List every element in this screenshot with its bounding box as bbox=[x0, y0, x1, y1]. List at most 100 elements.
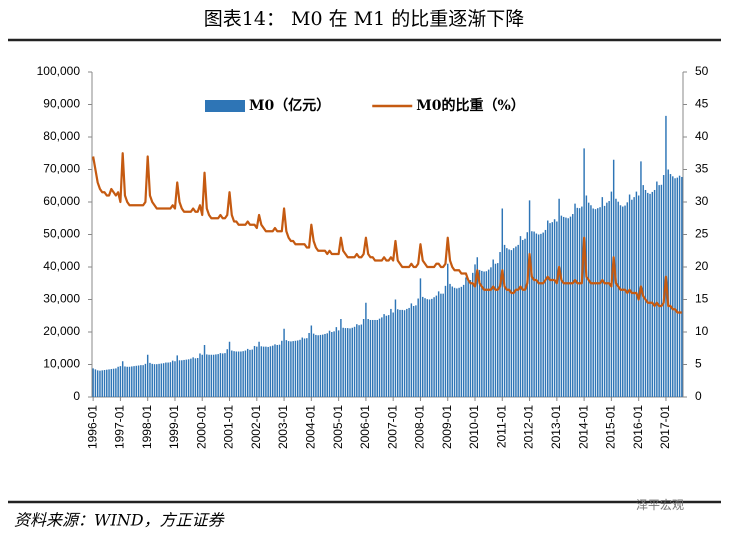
bar bbox=[215, 354, 217, 397]
bar bbox=[365, 302, 367, 397]
bar bbox=[426, 299, 429, 397]
bar bbox=[594, 209, 597, 397]
bar bbox=[212, 354, 215, 397]
bar bbox=[224, 353, 226, 397]
bar bbox=[622, 206, 624, 397]
y2-tick-label: 20 bbox=[695, 259, 709, 273]
bar bbox=[335, 327, 338, 397]
bar bbox=[590, 205, 592, 397]
bar bbox=[499, 252, 501, 397]
bar bbox=[226, 349, 228, 397]
bar bbox=[583, 148, 585, 397]
bar bbox=[556, 221, 558, 397]
bar bbox=[497, 263, 499, 397]
bar bbox=[674, 178, 676, 397]
x-tick-label: 2016-01 bbox=[631, 405, 645, 449]
bar bbox=[437, 291, 440, 397]
bar bbox=[547, 220, 549, 397]
source-note: 资料来源：WIND，方正证券 bbox=[14, 511, 226, 530]
bar bbox=[106, 369, 108, 397]
bar bbox=[192, 357, 194, 397]
bar bbox=[444, 285, 447, 397]
bar bbox=[601, 197, 604, 397]
bar bbox=[410, 303, 413, 397]
bar bbox=[481, 270, 483, 397]
bar bbox=[369, 319, 372, 397]
x-tick-label: 2014-01 bbox=[576, 405, 590, 449]
bar bbox=[162, 363, 165, 397]
bar bbox=[406, 308, 408, 397]
x-tick-label: 2010-01 bbox=[467, 405, 481, 449]
bar bbox=[178, 360, 181, 397]
bar bbox=[422, 296, 424, 397]
bar bbox=[253, 345, 256, 397]
bar bbox=[219, 353, 222, 397]
chart-title: 图表14： M0 在 M1 的比重逐渐下降 bbox=[204, 8, 524, 30]
bar bbox=[140, 365, 142, 397]
bar bbox=[592, 208, 594, 397]
bar bbox=[431, 298, 433, 397]
bar bbox=[415, 305, 417, 397]
bar bbox=[285, 340, 288, 397]
y2-tick-label: 30 bbox=[695, 194, 709, 208]
bar bbox=[419, 278, 422, 397]
bar bbox=[647, 192, 649, 397]
bar bbox=[144, 363, 147, 397]
bar bbox=[167, 362, 169, 397]
bar bbox=[133, 366, 135, 397]
bar bbox=[462, 284, 465, 397]
bar bbox=[667, 169, 669, 397]
x-tick-label: 2001-01 bbox=[222, 405, 236, 449]
x-tick-label: 2011-01 bbox=[494, 405, 508, 448]
y2-tick-label: 0 bbox=[695, 389, 702, 403]
bar bbox=[640, 161, 642, 397]
bar bbox=[665, 115, 667, 397]
bar bbox=[362, 319, 365, 397]
x-tick-label: 2008-01 bbox=[413, 405, 427, 449]
bar bbox=[103, 370, 106, 397]
bar bbox=[494, 263, 497, 397]
watermark: 泽平宏观 bbox=[636, 497, 684, 512]
bar bbox=[228, 341, 231, 397]
bar bbox=[171, 360, 174, 397]
bar bbox=[490, 267, 492, 397]
bar bbox=[101, 370, 103, 397]
x-tick-label: 1997-01 bbox=[113, 405, 127, 449]
bar bbox=[260, 346, 263, 397]
bar bbox=[208, 354, 210, 397]
bar bbox=[397, 309, 399, 397]
bar bbox=[176, 355, 178, 397]
bar bbox=[615, 198, 617, 397]
bar bbox=[562, 216, 565, 397]
bar bbox=[651, 191, 654, 397]
bar bbox=[265, 346, 267, 397]
bar bbox=[312, 333, 315, 397]
bar bbox=[569, 216, 572, 397]
legend-label: M0的比重（%） bbox=[416, 97, 525, 114]
bar bbox=[433, 297, 435, 397]
bar bbox=[283, 328, 285, 397]
bar bbox=[672, 176, 674, 397]
x-tick-label: 2015-01 bbox=[604, 405, 618, 449]
bar bbox=[540, 233, 542, 397]
bar bbox=[249, 349, 251, 397]
bar bbox=[160, 363, 163, 397]
y2-tick-label: 10 bbox=[695, 324, 709, 338]
y2-tick-label: 5 bbox=[695, 357, 702, 371]
bar bbox=[276, 345, 278, 397]
x-tick-label: 1998-01 bbox=[140, 405, 154, 449]
bar bbox=[403, 310, 406, 397]
bar bbox=[344, 328, 347, 397]
line bbox=[92, 152, 682, 314]
bar bbox=[492, 259, 494, 397]
legend-swatch bbox=[205, 100, 245, 112]
bar bbox=[465, 277, 467, 397]
bar bbox=[522, 240, 524, 397]
bar bbox=[581, 206, 583, 397]
bar bbox=[519, 236, 522, 397]
bar bbox=[262, 346, 265, 397]
bar bbox=[271, 345, 274, 397]
bar bbox=[174, 361, 176, 397]
bar bbox=[371, 319, 374, 397]
